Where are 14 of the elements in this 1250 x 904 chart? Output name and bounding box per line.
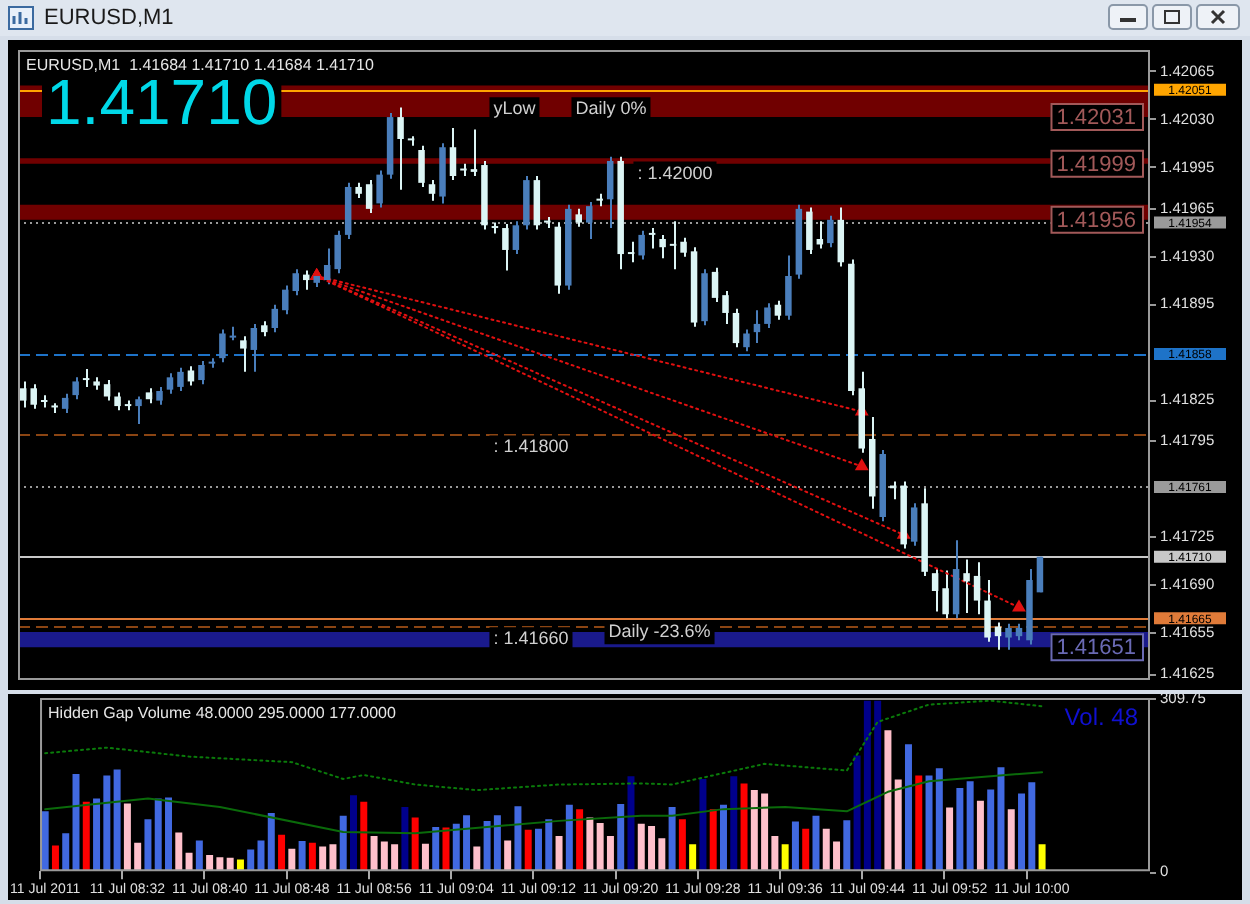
chart-title: Hidden Gap Volume 48.0000 295.0000 177.0000 (48, 704, 397, 723)
annotation: yLow (493, 98, 537, 119)
chart-title: EURUSD,M1 (44, 6, 174, 30)
band-label: 1.41956 (1056, 208, 1137, 233)
annotation: : 1.41800 (493, 436, 569, 457)
band-label: 1.42031 (1056, 106, 1137, 131)
band-label: 1.41999 (1056, 152, 1137, 177)
chart-subtitle: EURUSD,M1 1.41684 1.41710 1.41684 1.41710 (26, 56, 375, 75)
annotation: Daily -23.6% (608, 621, 711, 642)
annotation: : 1.42000 (637, 162, 713, 183)
annotation: Daily 0% (575, 98, 647, 119)
band-label: 1.41651 (1056, 636, 1137, 661)
annotation: : 1.41660 (493, 628, 569, 649)
annotation: Vol. 48 (1064, 702, 1139, 731)
